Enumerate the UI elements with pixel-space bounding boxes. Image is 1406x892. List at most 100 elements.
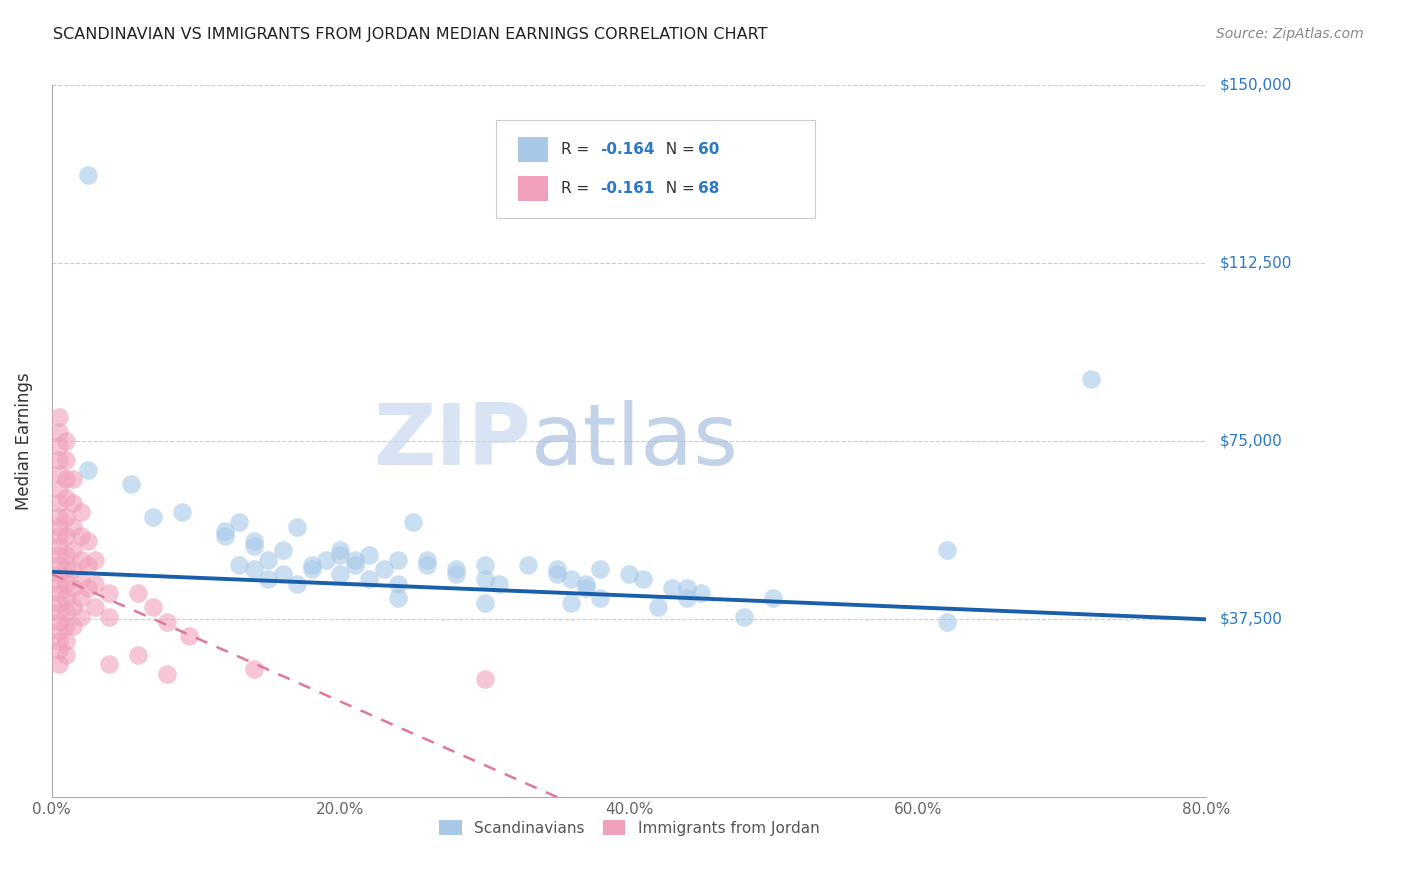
Point — [359, 572, 381, 586]
Point — [48, 410, 70, 425]
Point — [177, 629, 200, 643]
Point — [76, 168, 98, 182]
Point — [55, 633, 77, 648]
Point — [55, 576, 77, 591]
Point — [48, 467, 70, 482]
Text: ZIP: ZIP — [373, 400, 531, 483]
Point — [69, 529, 91, 543]
Text: $150,000: $150,000 — [1220, 78, 1292, 93]
Point — [48, 643, 70, 657]
Point — [575, 582, 598, 596]
Point — [62, 496, 84, 510]
Point — [48, 558, 70, 572]
Point — [647, 600, 669, 615]
Point — [55, 648, 77, 662]
Point — [546, 562, 568, 576]
Point — [62, 543, 84, 558]
Point — [69, 572, 91, 586]
Point — [62, 519, 84, 533]
Point — [257, 553, 280, 567]
Text: 60: 60 — [699, 142, 720, 157]
Point — [127, 586, 149, 600]
Point — [243, 539, 266, 553]
Point — [214, 529, 236, 543]
Point — [762, 591, 785, 605]
Point — [387, 553, 409, 567]
Point — [228, 515, 250, 529]
Point — [48, 576, 70, 591]
Point — [62, 619, 84, 633]
Point — [474, 596, 496, 610]
Point — [416, 553, 439, 567]
Point — [69, 505, 91, 519]
Point — [474, 572, 496, 586]
Point — [55, 491, 77, 506]
Point — [55, 510, 77, 524]
Point — [55, 472, 77, 486]
Point — [48, 596, 70, 610]
Point — [98, 610, 121, 624]
Y-axis label: Median Earnings: Median Earnings — [15, 372, 32, 510]
Point — [55, 619, 77, 633]
Point — [76, 533, 98, 548]
Point — [48, 605, 70, 619]
Point — [661, 582, 683, 596]
Point — [474, 672, 496, 686]
Point — [301, 562, 323, 576]
Text: $37,500: $37,500 — [1220, 612, 1284, 627]
Point — [55, 562, 77, 576]
Text: $75,000: $75,000 — [1220, 434, 1282, 449]
Point — [546, 567, 568, 582]
Point — [243, 562, 266, 576]
Point — [444, 567, 467, 582]
Text: atlas: atlas — [531, 400, 740, 483]
Point — [48, 567, 70, 582]
Point — [575, 576, 598, 591]
Point — [517, 558, 540, 572]
Point — [243, 533, 266, 548]
Point — [387, 591, 409, 605]
Point — [214, 524, 236, 539]
Point — [84, 576, 107, 591]
Point — [156, 667, 179, 681]
Point — [62, 582, 84, 596]
Point — [48, 529, 70, 543]
Point — [48, 539, 70, 553]
Point — [48, 519, 70, 533]
Point — [589, 591, 612, 605]
Text: R =: R = — [561, 181, 593, 196]
Point — [285, 576, 308, 591]
Point — [76, 582, 98, 596]
Point — [62, 600, 84, 615]
Point — [76, 558, 98, 572]
Point — [69, 610, 91, 624]
Point — [301, 558, 323, 572]
Point — [120, 477, 142, 491]
Point — [55, 591, 77, 605]
Text: N =: N = — [657, 142, 700, 157]
Point — [329, 567, 352, 582]
Point — [98, 657, 121, 672]
Point — [48, 496, 70, 510]
Point — [690, 586, 713, 600]
Point — [48, 548, 70, 562]
Point — [55, 529, 77, 543]
Point — [62, 562, 84, 576]
Point — [142, 510, 165, 524]
Point — [48, 453, 70, 467]
Point — [359, 548, 381, 562]
Point — [98, 586, 121, 600]
Point — [271, 543, 294, 558]
Text: SCANDINAVIAN VS IMMIGRANTS FROM JORDAN MEDIAN EARNINGS CORRELATION CHART: SCANDINAVIAN VS IMMIGRANTS FROM JORDAN M… — [53, 27, 768, 42]
Point — [257, 572, 280, 586]
Point — [343, 558, 366, 572]
Text: $112,500: $112,500 — [1220, 256, 1292, 270]
Point — [329, 548, 352, 562]
Point — [633, 572, 655, 586]
Point — [69, 553, 91, 567]
Point — [271, 567, 294, 582]
Point — [48, 633, 70, 648]
Point — [62, 472, 84, 486]
Point — [617, 567, 640, 582]
Point — [156, 615, 179, 629]
